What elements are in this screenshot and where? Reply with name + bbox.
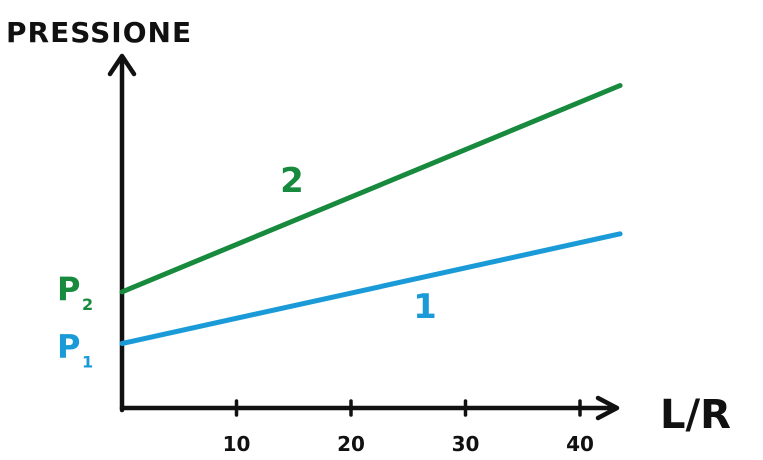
x-tick-label-10: 10 <box>223 432 251 456</box>
x-tick-label-30: 30 <box>452 432 480 456</box>
x-tick-label-40: 40 <box>566 432 594 456</box>
series-1-start-subscript: 1 <box>82 353 93 372</box>
series-2-start-subscript: 2 <box>82 295 93 314</box>
x-axis-label: L/R <box>660 392 731 438</box>
x-tick-label-20: 20 <box>337 432 365 456</box>
x-axis-arrowhead <box>595 395 620 421</box>
x-ticks: 10 20 30 40 <box>223 399 594 456</box>
series-1-start-label: P <box>57 328 80 366</box>
y-axis-arrowhead <box>107 53 137 77</box>
series-1-label: 1 <box>413 287 437 327</box>
series-group: 1P 12P 2 <box>57 83 623 372</box>
series-2-label: 2 <box>280 161 304 201</box>
series-2-start-label: P <box>57 270 80 308</box>
y-axis-label: PRESSIONE <box>6 16 192 49</box>
series-2-line <box>119 83 623 295</box>
series-1-line <box>119 231 623 346</box>
